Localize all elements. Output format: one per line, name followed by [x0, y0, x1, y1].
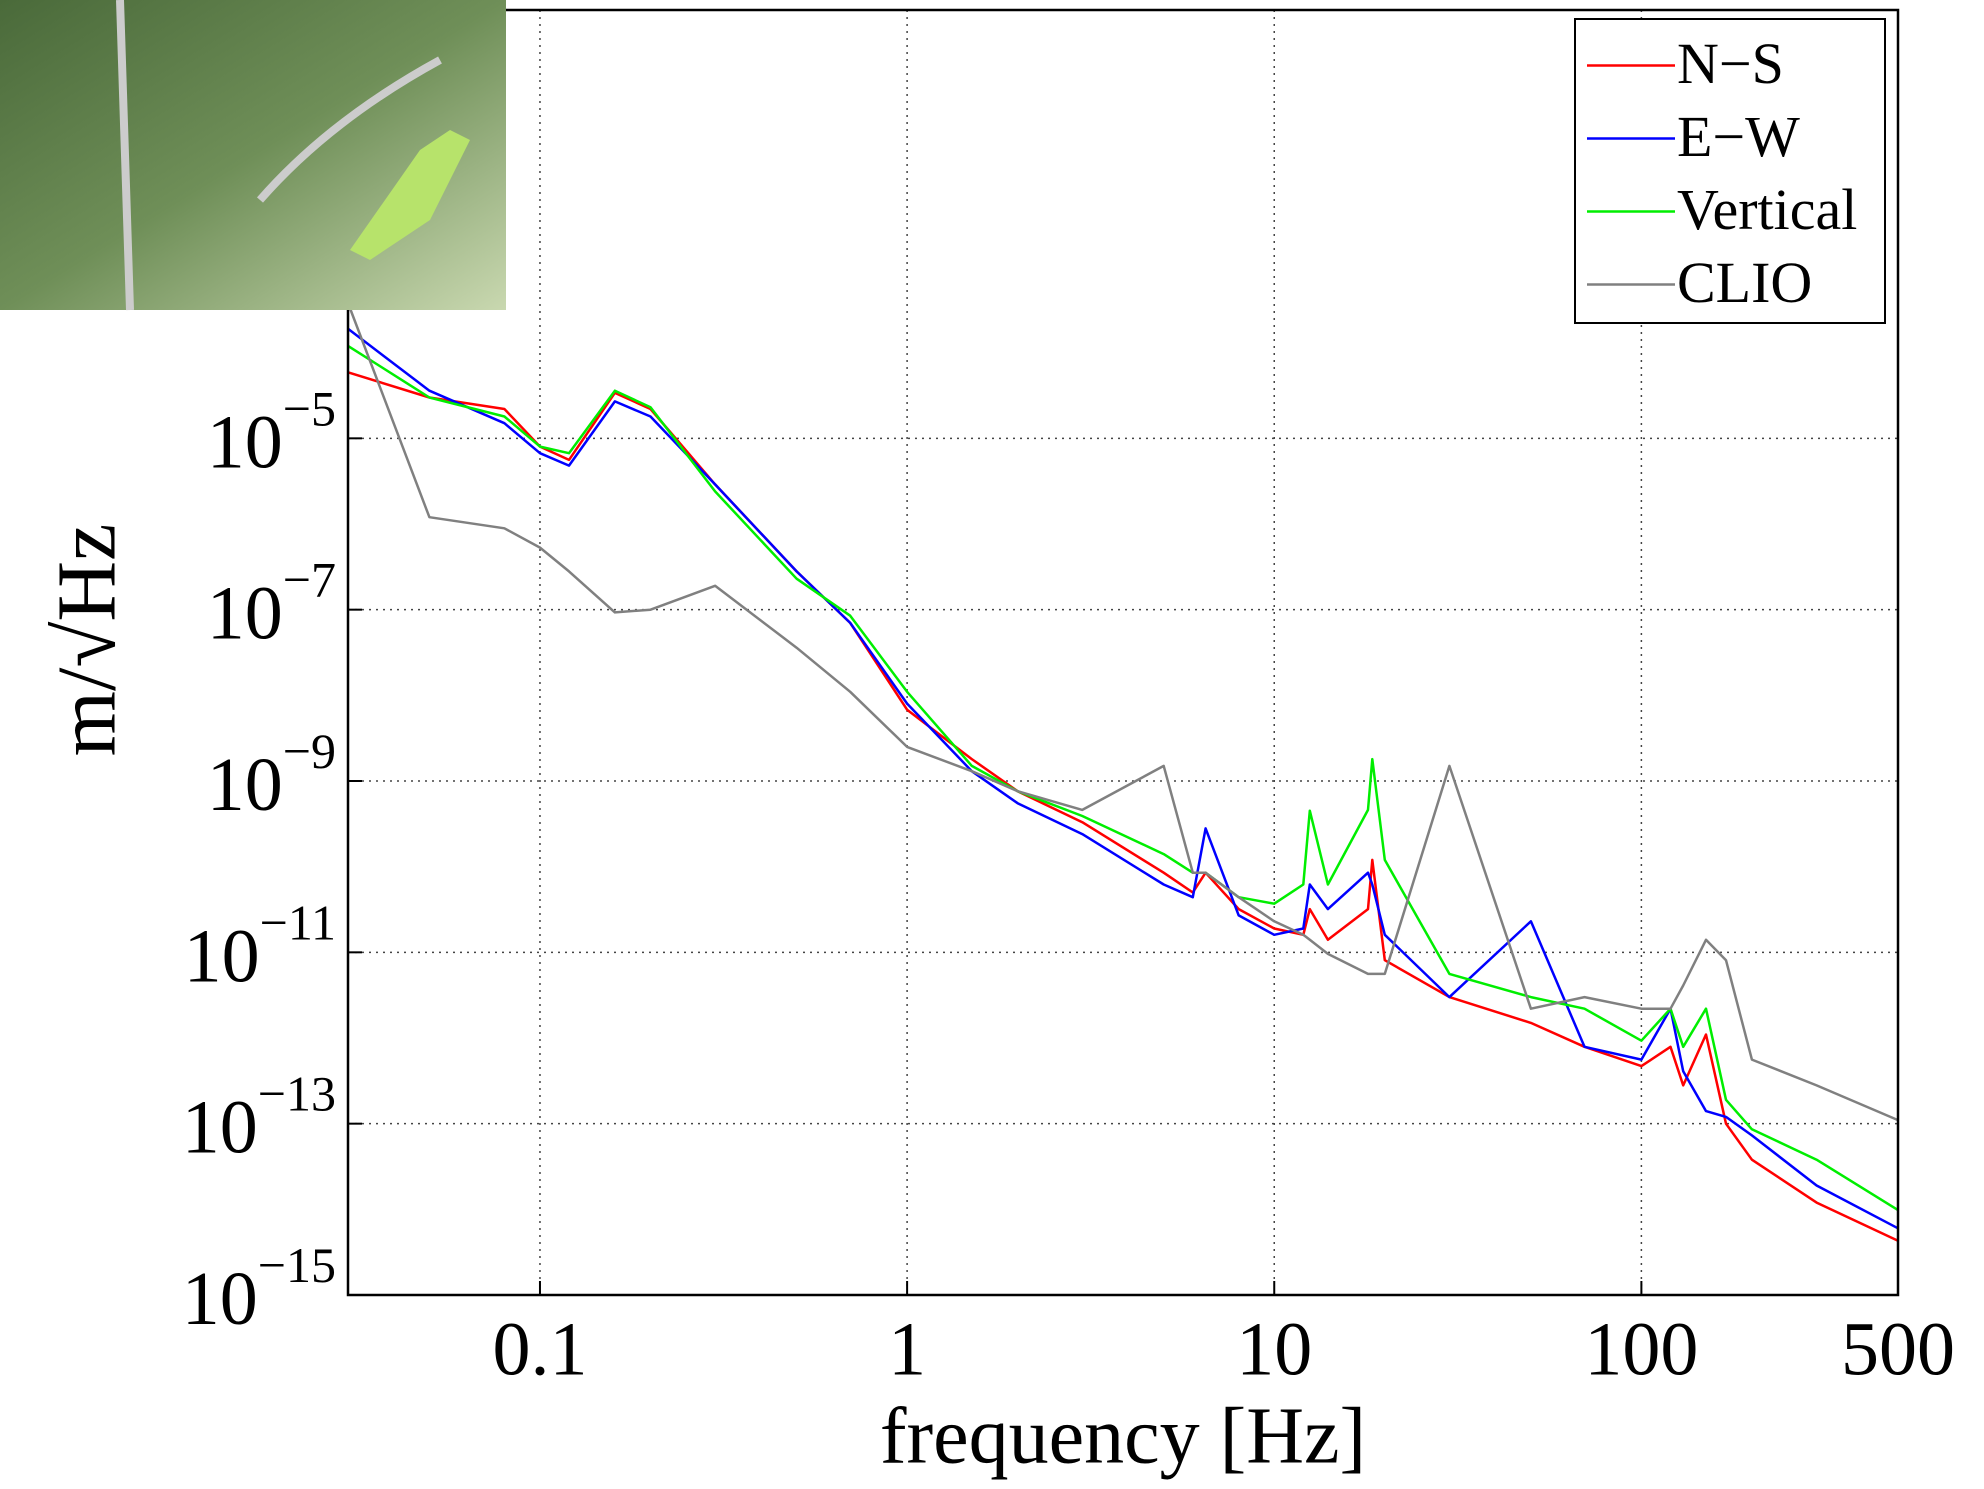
y-tick-label: 10−5 [207, 381, 336, 485]
y-tick-label: 10−11 [184, 895, 336, 999]
legend-label: E−W [1677, 104, 1800, 169]
lines [346, 302, 1899, 1242]
x-tick-label: 500 [1841, 1307, 1955, 1391]
y-tick-label: 10−13 [182, 1066, 336, 1170]
series-line [347, 344, 1899, 1212]
legend-label: CLIO [1677, 250, 1812, 315]
x-axis-label: frequency [Hz] [880, 1392, 1366, 1480]
y-tick-label: 10−9 [207, 723, 336, 827]
y-tick-label: 10−15 [182, 1237, 336, 1341]
x-tick-label: 0.1 [492, 1307, 587, 1391]
series-line [346, 302, 1899, 1122]
series-line [347, 327, 1899, 1230]
x-tick-label: 100 [1584, 1307, 1698, 1391]
legend-box [1574, 18, 1886, 324]
legend: N−S E−W Vertical CLIO [1574, 18, 1886, 324]
series-line [347, 371, 1899, 1242]
y-tick-label: 10−7 [207, 552, 336, 656]
photo-map [350, 130, 470, 260]
x-tick-label: 1 [888, 1307, 926, 1391]
y-axis-label: m/√Hz [40, 524, 133, 757]
inset-photo [0, 0, 506, 311]
x-tick-label: 10 [1236, 1307, 1312, 1391]
legend-label: N−S [1677, 31, 1784, 96]
legend-label: Vertical [1677, 177, 1857, 242]
photo-road [116, 0, 442, 311]
plot-frame [346, 8, 1900, 1297]
